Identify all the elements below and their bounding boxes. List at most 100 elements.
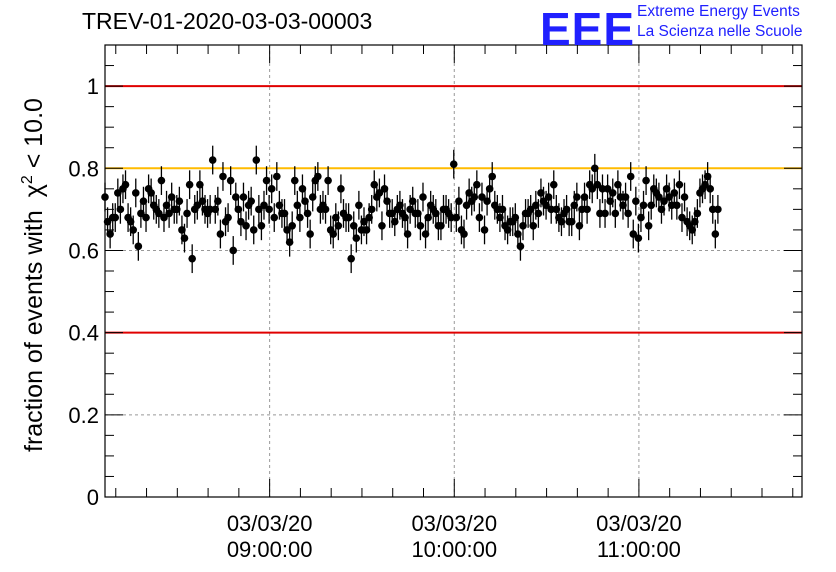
data-point: [537, 189, 545, 197]
data-point: [642, 176, 650, 185]
y-tick-label: 0: [87, 485, 99, 510]
x-tick-label-time: 11:00:00: [597, 537, 681, 562]
data-point: [321, 205, 330, 214]
data-point: [632, 197, 640, 205]
data-point: [162, 201, 171, 210]
x-tick-label-time: 09:00:00: [227, 537, 313, 562]
data-point: [619, 201, 627, 210]
data-point: [285, 238, 294, 247]
data-point: [637, 213, 645, 222]
data-point: [580, 193, 589, 201]
data-point: [573, 193, 581, 201]
data-point: [183, 209, 191, 218]
data-point: [380, 185, 389, 193]
data-point: [160, 213, 168, 222]
data-point: [331, 213, 340, 222]
data-point: [306, 230, 314, 238]
data-point: [503, 226, 512, 234]
data-point: [178, 226, 186, 234]
data-point: [516, 242, 525, 251]
axis-ticks: [105, 44, 802, 498]
data-point: [352, 234, 361, 242]
data-point: [231, 193, 240, 201]
data-point: [252, 156, 261, 164]
data-point: [455, 197, 463, 205]
data-point: [188, 254, 196, 263]
data-point: [262, 176, 271, 185]
data-point: [157, 176, 166, 185]
data-point: [544, 193, 553, 201]
data-point: [675, 180, 684, 189]
data-point: [624, 209, 632, 218]
data-point: [111, 213, 120, 222]
data-point: [362, 226, 371, 234]
data-point: [242, 222, 250, 230]
data-point: [216, 230, 225, 238]
data-point: [347, 254, 355, 263]
data-point: [526, 205, 535, 214]
data-point: [614, 180, 622, 189]
x-tick-label-date: 03/03/20: [596, 511, 682, 536]
data-point: [180, 234, 189, 242]
data-point: [588, 185, 597, 193]
data-point: [173, 205, 181, 214]
data-point: [226, 176, 235, 185]
data-point: [344, 213, 353, 222]
data-point: [657, 205, 666, 214]
data-point: [680, 193, 689, 201]
data-point: [283, 226, 291, 234]
data-point: [570, 201, 579, 210]
data-point: [419, 193, 427, 201]
y-tick-labels: 0 0.2 0.4 0.6 0.8 1: [68, 74, 99, 510]
data-point: [673, 201, 681, 210]
data-point: [388, 209, 397, 218]
data-point: [670, 189, 679, 197]
data-point: [414, 209, 422, 218]
y-axis-label-symbol: χ: [20, 184, 48, 197]
data-point: [634, 234, 643, 242]
data-point: [378, 222, 386, 230]
data-point: [549, 180, 558, 189]
data-point: [691, 217, 699, 226]
data-point: [129, 226, 138, 234]
data-point: [198, 197, 207, 205]
data-point: [644, 222, 653, 230]
data-point: [290, 176, 299, 185]
data-point: [234, 205, 243, 214]
data-point: [208, 156, 217, 164]
data-point: [478, 193, 486, 201]
data-point: [608, 189, 617, 197]
data-point: [270, 213, 279, 222]
data-point: [449, 160, 458, 168]
plot-frame: [104, 44, 803, 498]
data-point: [214, 197, 222, 205]
data-point: [583, 205, 591, 214]
data-point: [301, 197, 309, 205]
data-point: [288, 222, 297, 230]
data-point: [329, 230, 338, 238]
data-point: [396, 201, 404, 210]
data-point: [567, 217, 576, 226]
data-point: [137, 209, 145, 218]
data-point: [383, 197, 391, 205]
data-point: [462, 201, 471, 210]
data-point: [639, 201, 648, 210]
data-point: [703, 172, 712, 181]
data-point: [452, 213, 461, 222]
data-point: [334, 222, 343, 230]
data-point: [511, 213, 520, 222]
data-point: [265, 205, 273, 214]
data-point: [185, 180, 194, 189]
data-point: [293, 201, 302, 210]
data-point: [678, 213, 686, 222]
data-point: [224, 213, 232, 222]
chart-title: TREV-01-2020-03-03-00003: [82, 8, 373, 34]
data-point: [267, 185, 276, 193]
data-point: [134, 242, 143, 251]
data-point: [460, 230, 468, 238]
x-tick-label-time: 10:00:00: [411, 537, 497, 562]
y-tick-label: 1: [87, 74, 99, 99]
data-point: [280, 209, 289, 218]
data-point: [593, 180, 602, 189]
